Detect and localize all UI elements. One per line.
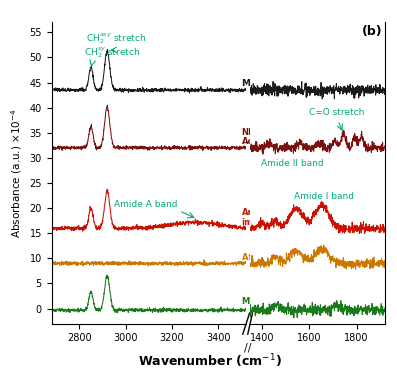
Text: After 2min etch: After 2min etch — [241, 253, 316, 262]
Text: Wavenumber (cm$^{-1}$): Wavenumber (cm$^{-1}$) — [139, 353, 282, 370]
Text: //: // — [244, 343, 251, 353]
Text: Amide II band: Amide II band — [261, 159, 324, 168]
Text: MHDA SAM: MHDA SAM — [241, 79, 298, 88]
Text: CH$_2^{asy}$ stretch: CH$_2^{asy}$ stretch — [86, 31, 146, 46]
Text: Antibody
immobilisation: Antibody immobilisation — [241, 208, 312, 227]
Text: (b): (b) — [362, 25, 382, 38]
Text: NHS/EDC
Activation: NHS/EDC Activation — [241, 128, 290, 146]
Text: C=O stretch: C=O stretch — [309, 108, 364, 117]
Text: CH$_2^{sy}$ stretch: CH$_2^{sy}$ stretch — [84, 45, 140, 60]
Y-axis label: Absorbance (a.u.) $\times10^{-4}$: Absorbance (a.u.) $\times10^{-4}$ — [9, 108, 24, 238]
Text: MHDA Rethiolation: MHDA Rethiolation — [241, 297, 331, 306]
Text: Amide I band: Amide I band — [293, 192, 353, 201]
Text: Amide A band: Amide A band — [114, 200, 178, 209]
